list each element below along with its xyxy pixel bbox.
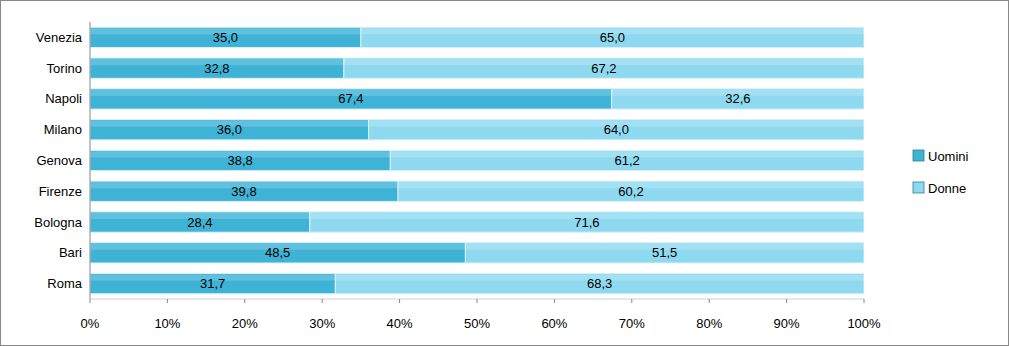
x-tick (399, 299, 400, 303)
bar (310, 212, 864, 232)
x-tick-label: 70% (619, 316, 645, 331)
category-label: Bari (59, 245, 82, 260)
x-tick (709, 299, 710, 303)
bar (398, 181, 864, 201)
data-label: 65,0 (600, 30, 625, 45)
bar (90, 120, 369, 140)
x-tick (864, 299, 865, 303)
x-tick-label: 30% (309, 316, 335, 331)
data-label: 67,2 (591, 61, 616, 76)
data-label: 68,3 (587, 276, 612, 291)
data-labels: 35,0 65,0 32,8 67,2 67,4 32,6 36,0 64,0 38,8 61,2… (187, 30, 750, 291)
x-tick (167, 299, 168, 303)
data-label: 28,4 (187, 215, 212, 230)
x-tick-label: 20% (232, 316, 258, 331)
data-label: 39,8 (231, 184, 256, 199)
data-label: 67,4 (338, 91, 363, 106)
legend-label: Uomini (928, 149, 969, 164)
bars (90, 27, 864, 294)
x-tick-label: 60% (541, 316, 567, 331)
bar (369, 120, 864, 140)
category-label: Milano (44, 122, 82, 137)
bar (361, 27, 864, 47)
y-axis-line (90, 22, 91, 299)
x-tick (631, 299, 632, 303)
data-label: 31,7 (200, 276, 225, 291)
data-label: 35,0 (213, 30, 238, 45)
x-tick-label: 40% (387, 316, 413, 331)
bar (390, 150, 864, 170)
bar (90, 243, 465, 263)
category-label: Genova (36, 153, 82, 168)
bar (90, 150, 390, 170)
x-tick (90, 299, 91, 303)
bar (335, 273, 864, 293)
category-label: Venezia (36, 30, 83, 45)
data-label: 60,2 (618, 184, 643, 199)
category-label: Firenze (39, 184, 82, 199)
x-tick (477, 299, 478, 303)
data-label: 71,6 (574, 215, 599, 230)
data-label: 48,5 (265, 245, 290, 260)
category-label: Torino (47, 61, 82, 76)
data-label: 32,8 (204, 61, 229, 76)
data-label: 32,6 (725, 91, 750, 106)
bar (612, 89, 864, 109)
data-label: 38,8 (227, 153, 252, 168)
bar (465, 243, 864, 263)
data-label: 61,2 (614, 153, 639, 168)
bar (90, 212, 310, 232)
category-label: Napoli (45, 91, 82, 106)
legend-swatch (913, 182, 924, 193)
data-label: 51,5 (652, 245, 677, 260)
chart: Venezia Torino Napoli Milano Genova Firenze Bo… (0, 0, 1009, 346)
x-tick-label: 90% (774, 316, 800, 331)
legend-swatch (913, 150, 924, 161)
bar (90, 89, 612, 109)
category-label: Bologna (34, 215, 82, 230)
x-tick-label: 10% (154, 316, 180, 331)
category-label: Roma (47, 276, 82, 291)
x-tick-label: 50% (464, 316, 490, 331)
data-label: 36,0 (217, 122, 242, 137)
x-tick-label: 100% (847, 316, 881, 331)
data-label: 64,0 (604, 122, 629, 137)
chart-border (1, 1, 1009, 346)
x-tick (244, 299, 245, 303)
x-tick (322, 299, 323, 303)
x-tick-label: 0% (81, 316, 100, 331)
x-tick-label: 80% (696, 316, 722, 331)
bar (90, 273, 335, 293)
bar (90, 58, 344, 78)
x-tick (554, 299, 555, 303)
x-tick (786, 299, 787, 303)
legend: Uomini Donne (913, 149, 969, 196)
bar (344, 58, 864, 78)
bar (90, 27, 361, 47)
bar (90, 181, 398, 201)
legend-label: Donne (928, 181, 966, 196)
